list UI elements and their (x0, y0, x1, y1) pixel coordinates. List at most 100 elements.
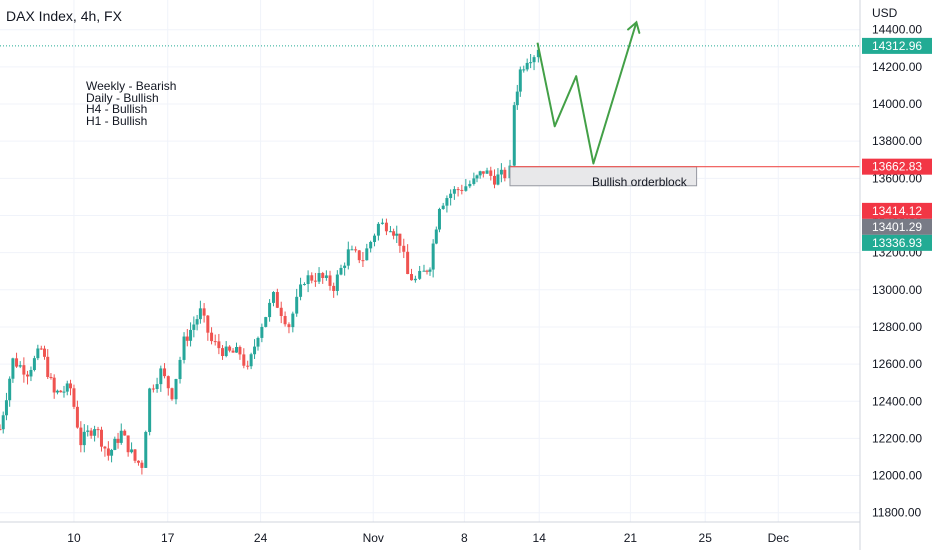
candle (452, 186, 456, 200)
candle (332, 282, 336, 298)
candle (144, 430, 148, 468)
candle (110, 448, 114, 463)
candle (493, 169, 496, 189)
candle (1, 411, 5, 434)
candle (133, 448, 137, 464)
candle (264, 316, 268, 328)
y-tick-label: 12400.00 (872, 394, 922, 408)
svg-text:13336.93: 13336.93 (872, 236, 922, 250)
candle (119, 423, 123, 445)
orderblock-label: Bullish orderblock (592, 175, 687, 189)
candle (324, 270, 328, 281)
candle (317, 267, 321, 284)
x-tick-label: 21 (624, 531, 638, 545)
candle (29, 366, 33, 382)
candle (26, 370, 30, 385)
candle (242, 348, 246, 369)
current-price-label: 14312.96 (862, 37, 932, 54)
candle (464, 179, 468, 192)
candle (182, 332, 186, 364)
candle (82, 424, 86, 453)
y-tick-label: 11800.00 (872, 506, 921, 520)
note-h4: H4 - Bullish (86, 102, 148, 116)
candle (380, 218, 384, 225)
candle (231, 348, 235, 353)
candle (18, 361, 22, 369)
y-tick-label: 13600.00 (872, 171, 922, 185)
candle (103, 445, 107, 457)
candle (217, 333, 221, 355)
candle (93, 425, 97, 442)
candle (39, 345, 43, 350)
candle (22, 357, 26, 383)
candle (178, 356, 182, 384)
svg-text:14312.96: 14312.96 (872, 39, 922, 53)
candle (198, 300, 202, 324)
y-tick-label: 14400.00 (872, 23, 922, 37)
candle (418, 265, 422, 281)
candle (321, 271, 325, 284)
candle (406, 244, 410, 275)
candle (287, 322, 291, 334)
candle (238, 345, 242, 360)
candle (431, 239, 435, 278)
candle (295, 288, 299, 317)
candle (86, 425, 90, 437)
note-weekly: Weekly - Bearish (86, 79, 177, 93)
candle (350, 245, 354, 251)
svg-text:13414.12: 13414.12 (872, 204, 922, 218)
candle (140, 460, 144, 475)
candle (159, 365, 163, 392)
candle (425, 269, 429, 275)
x-tick-label: 8 (461, 531, 468, 545)
candle (422, 264, 426, 272)
x-tick-label: 25 (699, 531, 713, 545)
svg-text:13662.83: 13662.83 (872, 160, 922, 174)
candle (213, 334, 217, 346)
candle (46, 349, 50, 379)
candle (373, 233, 377, 247)
candle (32, 355, 36, 372)
candle (49, 373, 53, 380)
x-tick-label: 24 (254, 531, 268, 545)
projection-arrowhead (627, 20, 641, 34)
candle (354, 246, 358, 253)
candle (246, 360, 250, 370)
y-tick-label: 13000.00 (872, 283, 922, 297)
candle (192, 316, 196, 338)
candle (496, 168, 500, 186)
candle (392, 228, 396, 240)
grid-layer (0, 0, 860, 522)
candle (174, 378, 178, 405)
candle (72, 384, 76, 410)
projection-path[interactable] (536, 22, 638, 165)
candle (503, 167, 507, 182)
candle (123, 429, 127, 436)
candle (369, 240, 373, 253)
candle (116, 432, 120, 449)
candle (113, 436, 117, 451)
candle (361, 251, 365, 268)
candle-layer (0, 43, 540, 475)
candle (89, 427, 93, 439)
note-h1: H1 - Bullish (86, 113, 148, 128)
candle (302, 282, 306, 286)
candle (11, 357, 15, 383)
candle (434, 226, 438, 245)
candle (69, 379, 73, 396)
candle (384, 218, 388, 236)
candle (4, 392, 8, 421)
y-tick-label: 14200.00 (872, 60, 922, 74)
candle (328, 270, 332, 291)
candle (398, 233, 402, 253)
candle (59, 389, 63, 393)
candle (310, 272, 314, 284)
price-label-a: 13414.12 (862, 202, 932, 219)
candle (456, 187, 460, 197)
candle (357, 249, 361, 264)
candle (485, 167, 489, 174)
note-daily: Daily - Bullish (86, 90, 159, 105)
candle (75, 400, 79, 429)
